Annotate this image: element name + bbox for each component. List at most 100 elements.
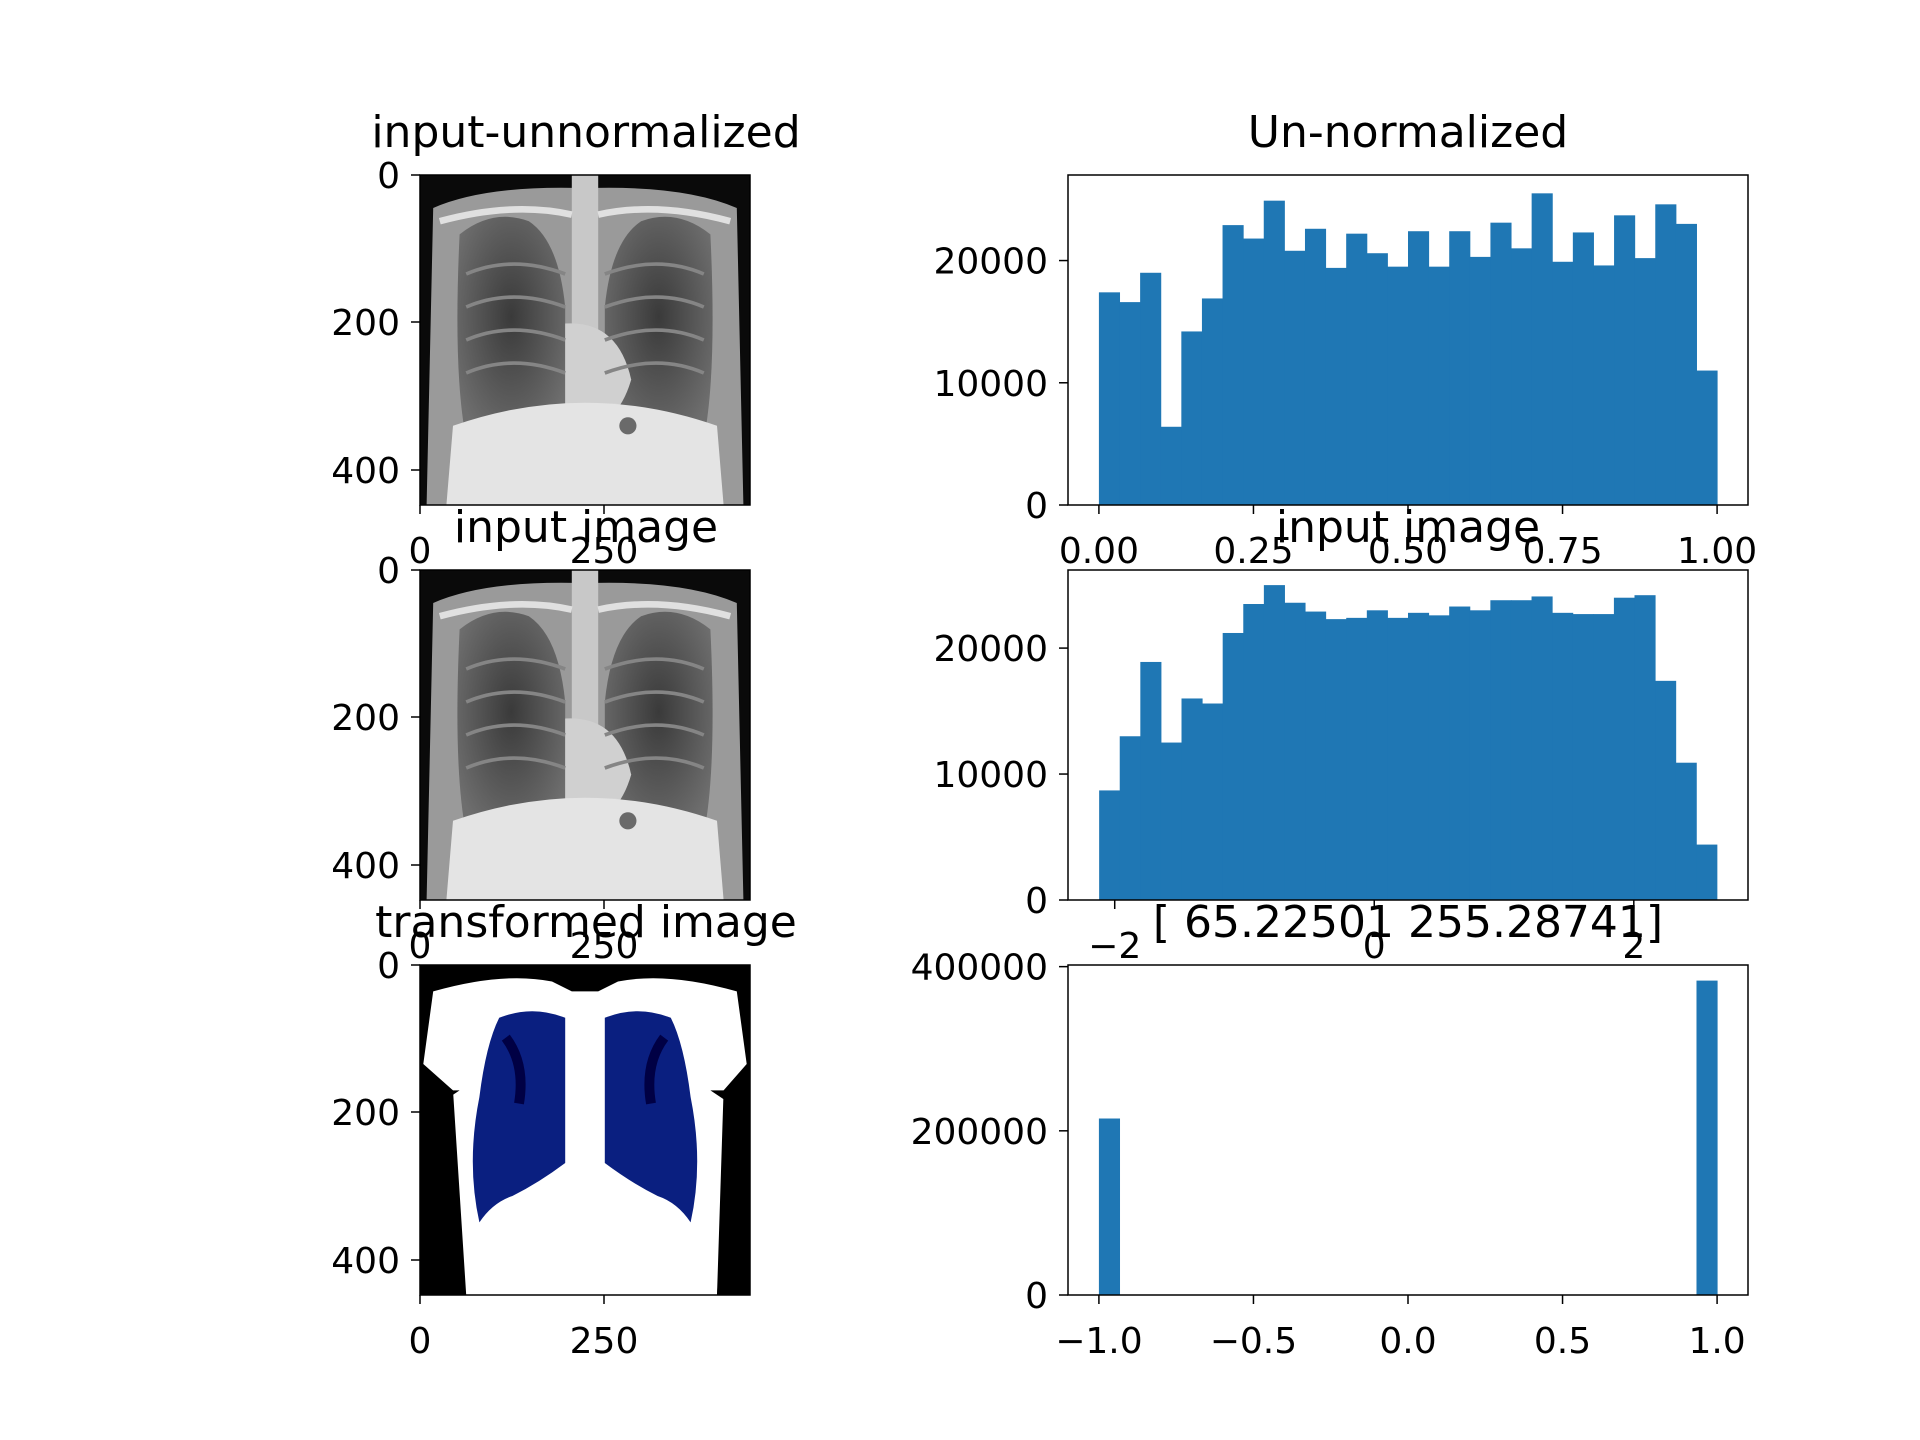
x-axis: 0 250 (409, 505, 639, 572)
x-tick-label: 250 (570, 531, 639, 572)
y-tick-label: 200 (331, 1093, 400, 1134)
histogram-transformed: 0 200000 400000 −1.0 −0.5 0.0 0.5 1.0 [ 65.22501… (911, 897, 1749, 1362)
x-tick-label: 0.75 (1522, 531, 1602, 572)
histogram-bar (1304, 228, 1327, 505)
x-tick-label: 0.50 (1368, 531, 1448, 572)
histogram-bar (1243, 238, 1265, 506)
histogram-bar (1243, 604, 1265, 900)
histogram-bar (1305, 611, 1327, 900)
y-tick-label: 10000 (933, 755, 1048, 796)
histogram-bar (1181, 698, 1203, 900)
panel-title: input image (454, 502, 718, 553)
x-tick-label: 0 (409, 926, 432, 967)
xray-image (420, 570, 750, 900)
y-tick-label: 400 (331, 846, 400, 887)
panel-title: input image (1276, 502, 1540, 553)
histogram-bar (1593, 265, 1615, 505)
histogram-bar (1655, 680, 1677, 900)
histogram-bar (1098, 292, 1121, 505)
axes-frame (419, 964, 751, 1296)
panel-title: Un-normalized (1248, 107, 1568, 158)
x-tick-label: 250 (570, 926, 639, 967)
x-tick-label: 2 (1622, 926, 1645, 967)
histogram-bar (1490, 600, 1512, 900)
histogram-bar (1655, 204, 1677, 506)
histogram-bar (1675, 223, 1697, 505)
y-tick-label: 200 (331, 303, 400, 344)
histogram-bar (1552, 261, 1574, 505)
histogram-bar (1511, 248, 1533, 506)
histogram-bar (1119, 302, 1141, 505)
x-tick-label: 0 (409, 531, 432, 572)
axes-frame (419, 174, 751, 506)
y-tick-label: 20000 (933, 629, 1048, 670)
histogram-input-image: 0 10000 20000 −2 0 2 input image (933, 502, 1749, 967)
y-axis: 0 200 400 (331, 156, 420, 492)
y-tick-label: 20000 (933, 242, 1048, 283)
x-tick-label: 1.0 (1688, 1321, 1745, 1362)
histogram-bar (1098, 1118, 1121, 1295)
histogram-bar (1140, 272, 1162, 505)
histogram-bar (1428, 615, 1450, 900)
histogram-bar (1490, 222, 1512, 505)
histogram-bar (1181, 331, 1203, 505)
y-tick-label: 400 (331, 451, 400, 492)
y-tick-label: 400000 (911, 948, 1048, 989)
histogram-bar (1346, 617, 1368, 900)
histogram-bar (1469, 256, 1491, 505)
y-tick-label: 200 (331, 698, 400, 739)
histogram-bar (1552, 612, 1574, 900)
y-tick-label: 0 (1025, 1276, 1048, 1317)
histogram-bar (1160, 426, 1182, 505)
y-tick-label: 0 (377, 946, 400, 987)
histogram-bar (1593, 614, 1615, 900)
histogram-bar (1366, 253, 1388, 505)
histogram-bar (1449, 606, 1471, 900)
histogram-bar (1449, 231, 1471, 505)
axes-frame (419, 569, 751, 901)
histogram-bar (1119, 736, 1141, 900)
x-tick-label: 0 (1363, 926, 1386, 967)
xray-image (420, 175, 750, 505)
histogram-bar (1675, 762, 1697, 900)
histogram-bar (1263, 585, 1285, 900)
histogram-bar (1284, 602, 1306, 900)
histogram-bar (1366, 610, 1388, 900)
histogram-bar (1140, 661, 1162, 900)
histogram-bar (1325, 619, 1347, 900)
histogram-bar (1408, 231, 1430, 505)
x-tick-label: 0.5 (1534, 1321, 1591, 1362)
histogram-bar (1202, 703, 1224, 900)
histogram-bar (1510, 600, 1533, 900)
histogram-bar (1408, 612, 1430, 900)
thresholded-xray-image (420, 965, 750, 1295)
axes-frame (1067, 964, 1749, 1296)
histogram-bar (1613, 597, 1635, 900)
histogram-bar (1634, 595, 1656, 900)
panel-input-image: 0 200 400 0 250 input image (331, 502, 751, 967)
y-tick-label: 0 (377, 551, 400, 592)
axes-frame (1067, 569, 1749, 901)
y-tick-label: 10000 (933, 364, 1048, 405)
x-tick-label: −2 (1088, 926, 1141, 967)
x-axis: 0 250 (409, 1295, 638, 1362)
x-tick-label: 1.00 (1677, 531, 1757, 572)
histogram-bar (1696, 370, 1718, 505)
x-tick-label: 0.25 (1213, 531, 1293, 572)
histogram-bar (1160, 742, 1183, 900)
x-axis: 0 250 (409, 900, 639, 967)
panel-title: transformed image (375, 897, 797, 948)
histogram-un-normalized: 0 10000 20000 0.00 0.25 0.50 0.75 1.00 Un-normal… (933, 107, 1757, 572)
histogram-bar (1531, 596, 1553, 900)
y-axis: 0 200 400 (331, 946, 420, 1282)
histogram-bar (1634, 258, 1656, 505)
panel-title: [ 65.22501 255.28741] (1153, 897, 1663, 948)
x-tick-label: −1.0 (1055, 1321, 1142, 1362)
histogram-bar (1469, 610, 1491, 900)
x-tick-label: 0 (409, 1321, 432, 1362)
x-tick-label: −0.5 (1210, 1321, 1297, 1362)
x-tick-label: 0.00 (1059, 531, 1139, 572)
histogram-bar (1222, 632, 1244, 900)
histogram-bar (1614, 215, 1636, 506)
